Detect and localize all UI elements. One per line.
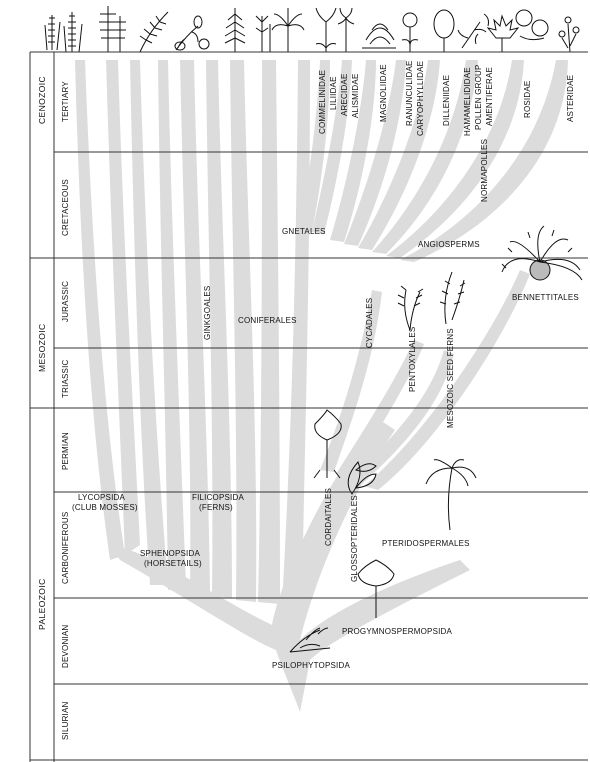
horsetail-icon-2: [114, 16, 126, 52]
label-amentiferae: AMENTIFERAE: [485, 67, 494, 126]
label-rosidae: ROSIDAE: [523, 81, 532, 118]
branch-angio-2: [344, 60, 406, 246]
label-gnetales: GNETALES: [282, 227, 326, 236]
branch-angio-1: [330, 60, 376, 242]
branch-sphenopsida-2: [158, 60, 186, 590]
evolution-branches: [75, 60, 568, 712]
aster-flower-icon: [558, 16, 580, 53]
pteridosperm-tree-icon: [425, 459, 477, 531]
label-commelinidae: COMMELINIDAE: [318, 70, 327, 134]
water-lily-icon: [362, 23, 396, 49]
club-moss-icon-2: [63, 12, 83, 53]
label-mesozoic-seed-ferns: MESOZOIC SEED FERNS: [446, 328, 455, 428]
label-arecidae: ARECIDAE: [340, 74, 349, 117]
branch-bennettitales: [364, 270, 530, 490]
seed-fern-frond-icon: [439, 271, 466, 325]
rose-fruit-icon: [515, 9, 549, 41]
cycad-palm-icon: [271, 8, 305, 52]
label-ferns: (FERNS): [199, 503, 233, 512]
label-progymnospermopsida: PROGYMNOSPERMOPSIDA: [342, 627, 453, 636]
label-cordaitales: CORDAITALES: [324, 488, 333, 546]
branch-lycopsida-2: [106, 60, 140, 555]
label-dilleniidae: DILLENIIDAE: [442, 75, 451, 126]
period-carboniferous: CARBONIFEROUS: [61, 512, 70, 584]
period-jurassic: JURASSIC: [61, 281, 70, 322]
iris-flower-icon: [337, 7, 355, 52]
label-horsetails: (HORSETAILS): [144, 559, 202, 568]
label-hamamelididae: HAMAMELIDIDAE: [463, 67, 472, 136]
label-pteridospermales: PTERIDOSPERMALES: [382, 539, 470, 548]
branch-cycadales: [320, 290, 382, 472]
period-cretaceous: CRETACEOUS: [61, 179, 70, 236]
label-ginkgoales: GINKGOALES: [203, 286, 212, 340]
label-asteridae: ASTERIDAE: [566, 75, 575, 122]
horsetail-icon: [99, 6, 117, 52]
label-coniferales: CONIFERALES: [238, 316, 297, 325]
label-angiosperms: ANGIOSPERMS: [418, 240, 480, 249]
label-pollen-group: POLLEN GROUP: [474, 64, 483, 130]
branch-coniferales: [258, 60, 280, 604]
cordaitales-tree-icon: [313, 409, 342, 479]
branch-pentoxylales: [336, 340, 424, 478]
inline-plant-illustrations: [289, 225, 583, 653]
gnetum-icon: [255, 15, 271, 52]
lily-flower-icon: [315, 7, 337, 52]
branch-angio-6: [400, 60, 568, 262]
label-club-mosses: (CLUB MOSSES): [72, 503, 138, 512]
catkin-branch-icon: [457, 13, 489, 49]
label-pentoxylales: PENTOXYLALES: [408, 327, 417, 392]
branch-filicopsida: [180, 60, 210, 592]
branch-gnetales: [282, 60, 310, 606]
branch-filicopsida-2: [206, 60, 232, 598]
maple-leaf-icon: [486, 14, 520, 52]
label-normapolles: NORMAPOLLES: [480, 139, 489, 202]
ranunculus-icon: [401, 12, 419, 52]
seed-fern-icon: [174, 15, 210, 51]
period-permian: PERMIAN: [61, 432, 70, 470]
branch-monocots-2: [312, 60, 352, 234]
label-sphenopsida: SPHENOPSIDA: [140, 549, 200, 558]
period-triassic: TRIASSIC: [61, 359, 70, 398]
glossopteris-leaf-icon: [347, 461, 377, 495]
label-glossopteridales: GLOSSOPTERIDALES: [350, 495, 359, 582]
period-tertiary: TERTIARY: [61, 81, 70, 122]
era-paleozoic: PALEOZOIC: [37, 578, 47, 630]
era-cenozoic: CENOZOIC: [37, 76, 47, 124]
pentoxylales-frond-icon: [397, 285, 424, 331]
conifer-tree-icon: [224, 8, 246, 52]
bennettitales-cycad-icon: [501, 225, 583, 281]
top-plant-illustrations: [44, 6, 580, 53]
branch-monocots-1: [300, 60, 330, 232]
branch-angio-5: [386, 60, 524, 258]
label-magnoliidae: MAGNOLIIDAE: [379, 64, 388, 122]
label-caryophyllidae: CARYOPHYLLIDAE: [416, 61, 425, 136]
era-mesozoic: MESOZOIC: [37, 323, 47, 372]
branch-sphenopsida: [130, 60, 168, 585]
label-cycadales: CYCADALES: [365, 298, 374, 348]
period-silurian: SILURIAN: [61, 701, 70, 740]
branch-ginkgoales: [230, 60, 257, 602]
label-bennettitales: BENNETTITALES: [512, 293, 579, 302]
label-alismidae: ALISMIDAE: [351, 74, 360, 118]
label-filicopsida: FILICOPSIDA: [192, 493, 244, 502]
branch-angio-3: [358, 60, 440, 250]
label-lycopsida: LYCOPSIDA: [78, 493, 125, 502]
deciduous-tree-icon: [433, 9, 455, 52]
timescale-grid: [29, 51, 588, 762]
label-psilophytopsida: PSILOPHYTOPSIDA: [272, 661, 350, 670]
branch-lycopsida: [75, 60, 125, 560]
club-moss-icon: [44, 15, 61, 51]
period-devonian: DEVONIAN: [61, 625, 70, 668]
branch-angio-4: [372, 60, 478, 254]
main-trunk: [110, 420, 470, 712]
progymnosperm-tree-icon: [357, 559, 395, 618]
fern-frond-icon: [139, 11, 169, 53]
label-ranunculidae: RANUNCULIDAE: [405, 60, 414, 126]
psilophyton-plant-icon: [289, 627, 331, 653]
label-liliidae: LILIIDAE: [329, 76, 338, 110]
